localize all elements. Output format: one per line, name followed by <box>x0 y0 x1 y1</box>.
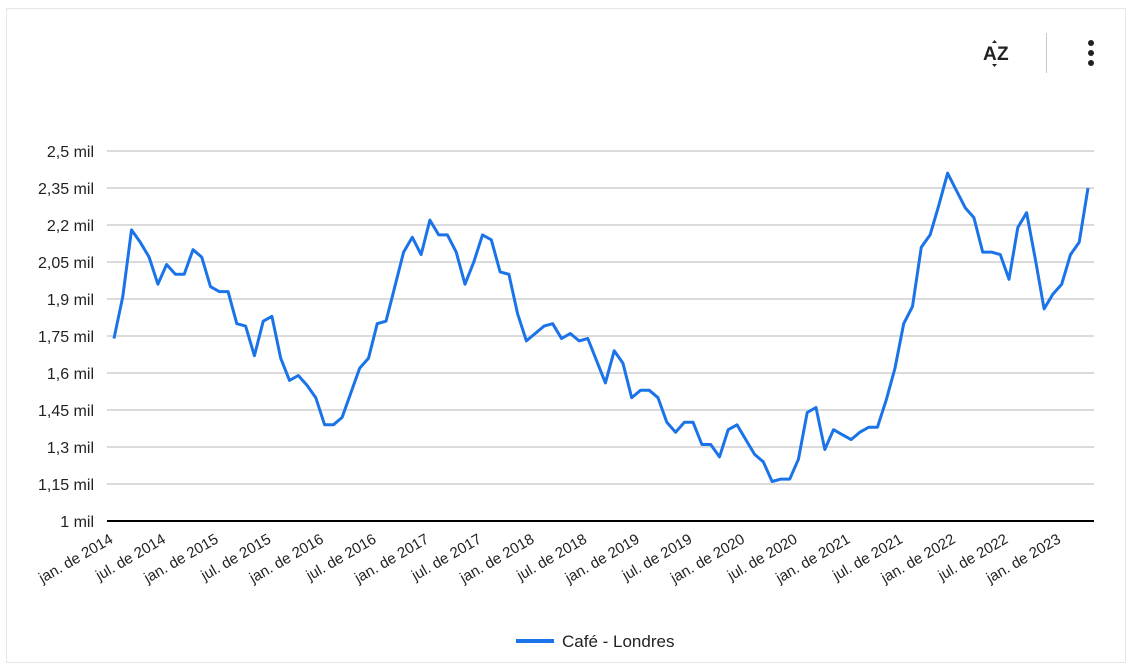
svg-text:A: A <box>983 44 997 65</box>
y-tick-label: 2,2 mil <box>47 218 94 235</box>
legend-label: Café - Londres <box>562 632 674 651</box>
y-tick-label: 1,45 mil <box>38 403 94 420</box>
y-tick-label: 2,35 mil <box>38 181 94 198</box>
y-tick-label: 1 mil <box>60 514 94 531</box>
y-tick-label: 1,6 mil <box>47 366 94 383</box>
y-tick-label: 1,15 mil <box>38 477 94 494</box>
series-line-0 <box>112 171 1090 483</box>
toolbar-divider <box>1046 33 1047 73</box>
grid-lines <box>107 150 1094 522</box>
sort-az-button[interactable]: A Z <box>977 33 1017 73</box>
svg-text:Z: Z <box>997 44 1009 65</box>
legend: Café - Londres <box>516 632 674 651</box>
chart-toolbar: A Z <box>925 31 1125 75</box>
y-tick-label: 2,05 mil <box>38 255 94 272</box>
y-tick-label: 1,9 mil <box>47 292 94 309</box>
y-tick-label: 1,3 mil <box>47 440 94 457</box>
y-axis-ticks: 1 mil 1,15 mil 1,3 mil 1,45 mil 1,6 mil 1,75 … <box>38 144 94 531</box>
more-options-button[interactable] <box>1071 33 1111 73</box>
sort-az-icon: A Z <box>983 40 1009 67</box>
y-tick-label: 2,5 mil <box>47 144 94 161</box>
series-lines <box>112 171 1090 483</box>
more-vert-icon <box>1088 40 1094 66</box>
y-tick-label: 1,75 mil <box>38 329 94 346</box>
